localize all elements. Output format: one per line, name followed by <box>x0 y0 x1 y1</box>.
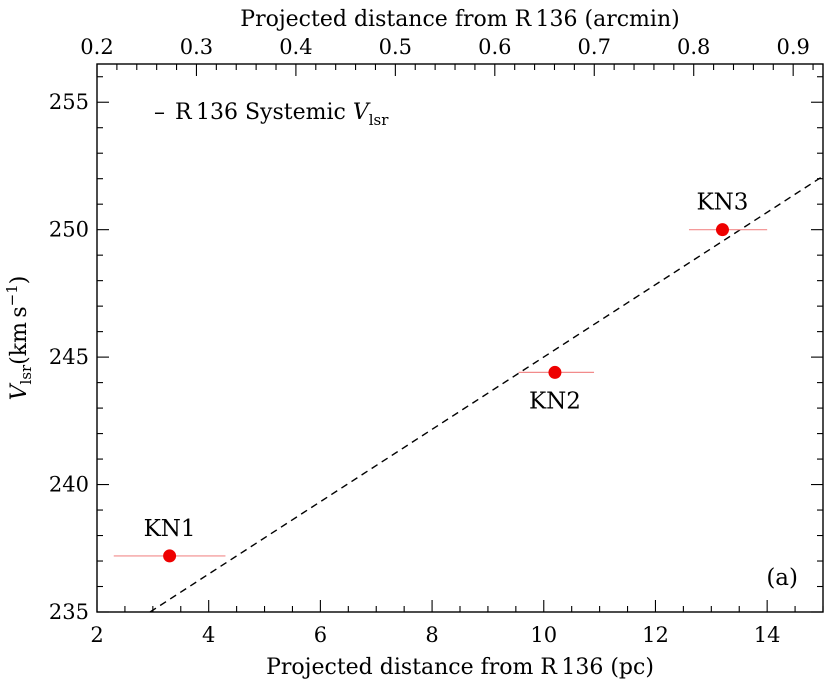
x-tick-label: 4 <box>202 623 215 647</box>
top-x-tick-label: 0.9 <box>776 35 809 59</box>
x-tick-label: 12 <box>642 623 669 647</box>
fit-line <box>149 175 824 613</box>
top-x-tick-label: 0.3 <box>180 35 213 59</box>
top-x-tick-label: 0.5 <box>379 35 412 59</box>
top-x-axis-title: Projected distance from R 136 (arcmin) <box>240 7 679 32</box>
x-tick-label: 2 <box>90 623 103 647</box>
data-point-kn1 <box>163 549 177 563</box>
data-point-kn2 <box>548 365 562 379</box>
y-axis-title: Vlsr(km s−1) <box>3 276 35 401</box>
legend-label: R 136 Systemic <box>175 100 353 125</box>
y-tick-label: 245 <box>49 345 89 369</box>
legend-label-var: V <box>353 100 371 125</box>
y-tick-label: 250 <box>49 218 89 242</box>
plot-frame <box>96 63 824 613</box>
x-tick-label: 8 <box>425 623 438 647</box>
y-tick-label: 255 <box>49 90 89 114</box>
x-tick-label: 6 <box>314 623 327 647</box>
legend-line-marker: – <box>154 100 165 125</box>
point-label-kn1: KN1 <box>144 516 196 542</box>
data-point-kn3 <box>715 223 729 237</box>
tick-labels-layer: 2 4 6 8 10 12 14 0.2 0.3 0.4 0.5 0.6 0.7 0.8 0.9 235 240… <box>49 35 810 647</box>
y-tick-label: 235 <box>49 600 89 624</box>
ticks-layer <box>96 64 824 613</box>
top-x-tick-label: 0.6 <box>478 35 511 59</box>
point-label-kn2: KN2 <box>529 388 581 414</box>
legend-label-sub: lsr <box>369 111 389 129</box>
x-axis-title: Projected distance from R 136 (pc) <box>266 655 654 680</box>
y-axis-title-close: ) <box>7 276 32 285</box>
y-axis-title-var: V <box>7 382 32 400</box>
y-tick-label: 240 <box>49 473 89 497</box>
point-label-kn3: KN3 <box>697 190 749 216</box>
top-x-tick-label: 0.7 <box>578 35 611 59</box>
top-x-tick-label: 0.4 <box>279 35 312 59</box>
data-points-layer: KN1 KN2 KN3 <box>113 190 768 563</box>
top-x-tick-label: 0.8 <box>677 35 710 59</box>
x-tick-label: 14 <box>754 623 781 647</box>
legend: – R 136 Systemic Vlsr <box>154 100 389 129</box>
y-axis-title-unit-exp: −1 <box>3 284 21 306</box>
top-x-tick-label: 0.2 <box>80 35 113 59</box>
y-axis-title-sub: lsr <box>17 364 35 384</box>
y-axis-title-unit: (km s <box>7 306 32 364</box>
x-tick-label: 10 <box>530 623 557 647</box>
panel-label: (a) <box>766 565 798 591</box>
